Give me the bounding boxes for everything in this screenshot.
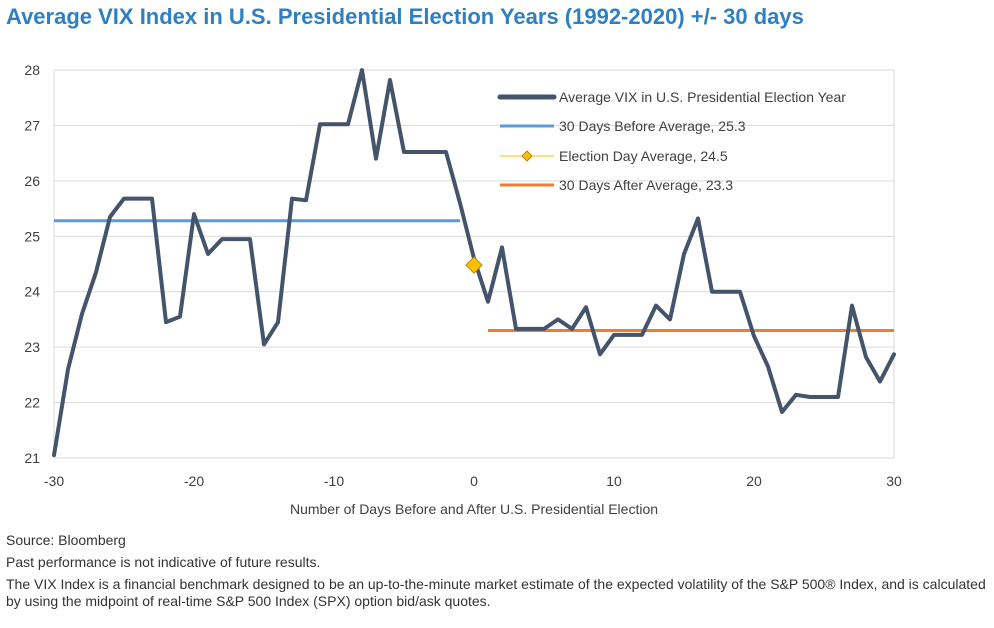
- grid-lines: [53, 69, 895, 459]
- legend-item-before: 30 Days Before Average, 25.3: [559, 118, 746, 134]
- x-tick-label: -20: [184, 473, 204, 489]
- vix-line-chart: 21 22 23 24 25 26 27 28 -30 -20 -10 0 10 20 30 Averag…: [24, 62, 902, 517]
- x-tick-label: 20: [746, 473, 762, 489]
- footnotes: Source: Bloomberg Past performance is no…: [6, 532, 991, 615]
- vix-description: The VIX Index is a financial benchmark d…: [6, 576, 986, 609]
- x-tick-label: -30: [44, 473, 64, 489]
- y-tick-label: 22: [24, 395, 40, 411]
- y-axis-ticks: 21 22 23 24 25 26 27 28: [24, 62, 40, 466]
- series-layer: [52, 68, 896, 458]
- legend-item-election-day: Election Day Average, 24.5: [559, 148, 728, 164]
- x-tick-label: -10: [324, 473, 344, 489]
- legend: Average VIX in U.S. Presidential Electio…: [497, 89, 846, 193]
- y-tick-label: 27: [24, 117, 40, 133]
- legend-item-after: 30 Days After Average, 23.3: [559, 177, 733, 193]
- y-tick-label: 21: [24, 450, 40, 466]
- legend-item-vix: Average VIX in U.S. Presidential Electio…: [559, 89, 846, 105]
- x-axis-label: Number of Days Before and After U.S. Pre…: [290, 501, 658, 517]
- x-tick-label: 30: [886, 473, 902, 489]
- y-tick-label: 28: [24, 62, 40, 78]
- election-day-marker: [465, 256, 483, 274]
- legend-swatch-marker: [521, 150, 533, 162]
- x-axis-ticks: -30 -20 -10 0 10 20 30: [44, 473, 902, 489]
- y-tick-label: 25: [24, 228, 40, 244]
- source-note: Source: Bloomberg: [6, 532, 126, 548]
- disclaimer-note: Past performance is not indicative of fu…: [6, 554, 321, 570]
- y-tick-label: 24: [24, 284, 40, 300]
- y-tick-label: 26: [24, 173, 40, 189]
- y-tick-label: 23: [24, 339, 40, 355]
- chart-title: Average VIX Index in U.S. Presidential E…: [6, 4, 804, 29]
- x-tick-label: 10: [606, 473, 622, 489]
- x-tick-label: 0: [470, 473, 478, 489]
